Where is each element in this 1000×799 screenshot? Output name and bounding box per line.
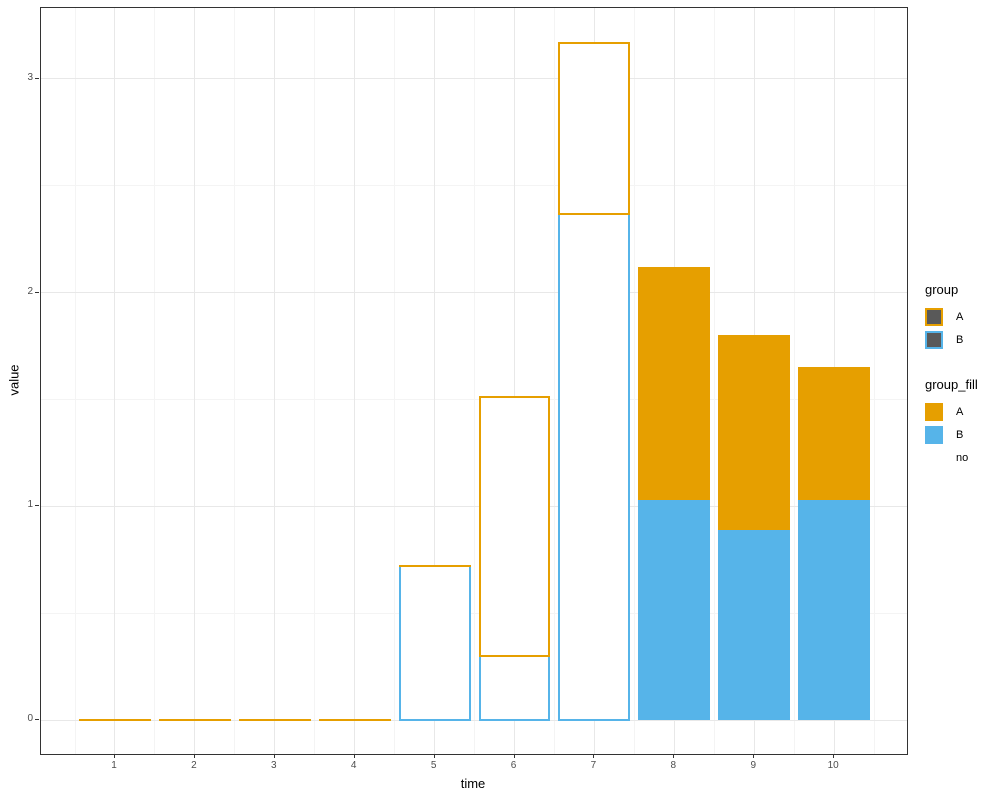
legend-title: group xyxy=(925,282,959,297)
x-axis-title: time xyxy=(460,776,486,791)
bar-segment-B-fill xyxy=(798,499,871,720)
x-tick-mark xyxy=(433,754,435,758)
bar-segment-B-outline xyxy=(558,212,631,721)
gridline-minor-y xyxy=(41,185,907,187)
gridline-minor-x xyxy=(873,8,875,754)
gridline-minor-x xyxy=(713,8,715,754)
x-tick-mark xyxy=(673,754,675,758)
gridline-minor-x xyxy=(314,8,316,754)
x-tick-label: 7 xyxy=(590,760,597,771)
legend-entry: A xyxy=(925,308,1000,326)
x-tick-mark xyxy=(833,754,835,758)
bar-segment-A-zero xyxy=(79,719,151,722)
legend-group: group A B xyxy=(925,282,1000,349)
legend-entry: no xyxy=(925,449,1000,467)
x-tick-label: 4 xyxy=(350,760,357,771)
bars-layer xyxy=(41,8,907,754)
gridline-major-x xyxy=(194,8,196,754)
gridline-major-y xyxy=(41,78,907,80)
gridline-major-y xyxy=(41,292,907,294)
bar-segment-B-fill xyxy=(638,499,711,720)
gridline-major-x xyxy=(434,8,436,754)
bar-segment-A-zero xyxy=(318,719,391,722)
y-tick-label: 0 xyxy=(27,713,33,725)
x-tick-label: 3 xyxy=(271,760,277,771)
bar-segment-A-fill xyxy=(718,335,791,530)
legend-key-swatch xyxy=(925,403,943,421)
gridline-minor-x xyxy=(74,8,76,754)
gridline-minor-y xyxy=(41,612,907,614)
x-tick-mark xyxy=(353,754,355,758)
gridline-minor-x xyxy=(234,8,236,754)
x-tick-mark xyxy=(113,754,115,758)
x-tick-mark xyxy=(193,754,195,758)
x-tick-label: 9 xyxy=(750,760,756,771)
x-tick-mark xyxy=(513,754,515,758)
gridline-minor-x xyxy=(793,8,795,754)
gridline-minor-x xyxy=(633,8,635,754)
legend-entry: A xyxy=(925,403,1000,421)
legend-title: group_fill xyxy=(925,377,978,392)
gridline-major-x xyxy=(114,8,116,754)
legend-key-swatch xyxy=(925,308,943,326)
y-tick-mark xyxy=(35,505,39,507)
legend-entry-label: B xyxy=(956,429,964,441)
legend-entry-label: A xyxy=(956,311,964,323)
bar-segment-B-outline xyxy=(478,654,551,721)
bar-segment-A-zero xyxy=(238,719,311,722)
bar-segment-B-fill xyxy=(718,529,791,720)
y-axis-title: value xyxy=(6,364,22,396)
x-tick-label: 10 xyxy=(827,760,839,771)
legend-entry: B xyxy=(925,426,1000,444)
x-tick-label: 5 xyxy=(430,760,437,771)
gridline-major-y xyxy=(41,505,907,507)
x-tick-label: 8 xyxy=(670,760,677,771)
y-tick-label: 1 xyxy=(27,499,33,511)
gridline-minor-x xyxy=(474,8,476,754)
gridline-minor-x xyxy=(394,8,396,754)
gridline-minor-x xyxy=(553,8,555,754)
y-tick-mark xyxy=(35,719,39,721)
bar-segment-A-outline xyxy=(478,396,551,657)
x-tick-mark xyxy=(753,754,755,758)
legend-key-swatch xyxy=(925,426,943,444)
bar-segment-A-fill xyxy=(638,266,711,500)
bar-segment-A-zero xyxy=(398,565,471,568)
bar-segment-A-zero xyxy=(158,719,231,722)
x-tick-mark xyxy=(593,754,595,758)
gridline-minor-x xyxy=(154,8,156,754)
y-tick-label: 3 xyxy=(27,71,33,83)
bar-segment-A-fill xyxy=(798,367,871,500)
x-tick-mark xyxy=(273,754,275,758)
x-tick-label: 6 xyxy=(510,760,517,771)
x-tick-label: 2 xyxy=(191,760,197,771)
gridline-major-x xyxy=(274,8,276,754)
x-tick-label: 1 xyxy=(111,760,117,771)
bar-segment-B-outline xyxy=(398,565,471,721)
legend-entry-label: A xyxy=(956,406,964,418)
bar-segment-A-outline xyxy=(558,41,631,215)
legend-key-blank xyxy=(925,449,943,467)
legend-key-swatch xyxy=(925,331,943,349)
gridline-major-x xyxy=(354,8,356,754)
gridline-major-x xyxy=(514,8,515,754)
legend-entry: B xyxy=(925,331,1000,349)
y-tick-mark xyxy=(35,77,39,79)
gridline-major-y xyxy=(41,719,907,721)
legend-entry-label: B xyxy=(956,334,964,346)
gridline-minor-y xyxy=(41,398,907,400)
y-tick-label: 2 xyxy=(27,285,33,297)
plot-panel xyxy=(40,7,908,755)
legend-entry-label: no xyxy=(956,452,969,464)
y-tick-mark xyxy=(35,291,39,293)
